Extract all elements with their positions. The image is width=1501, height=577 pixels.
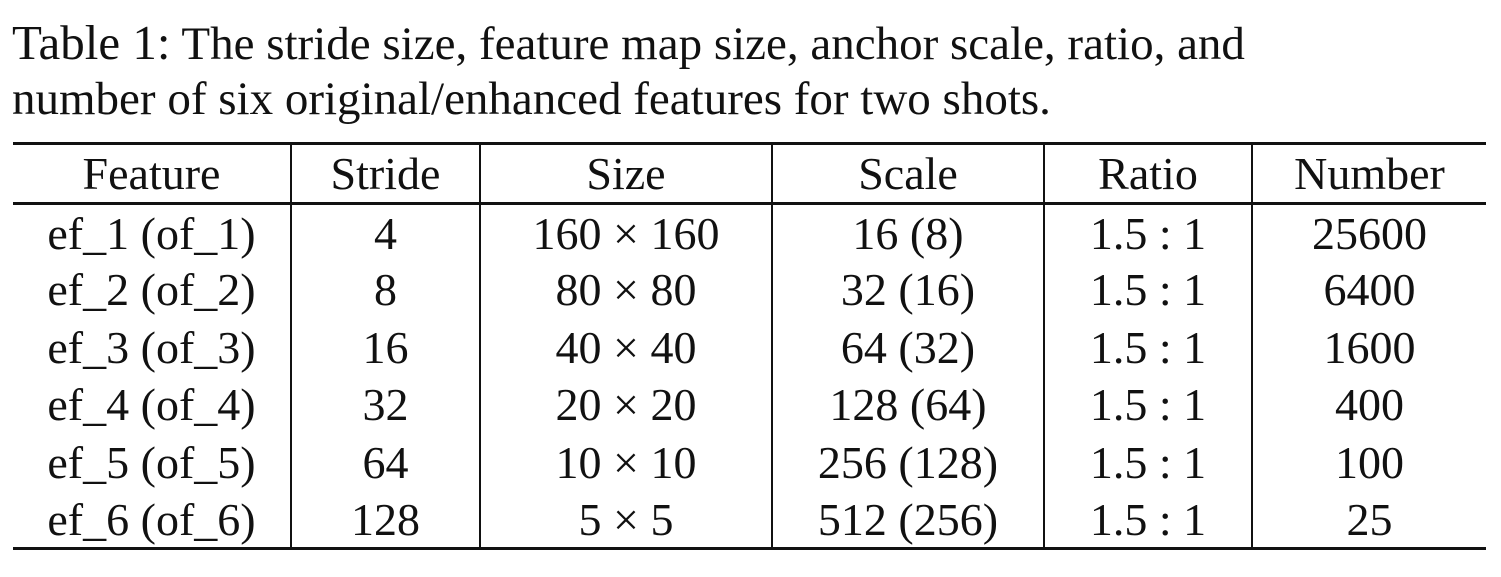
cell-feature: ef_5 (of_5) [47,436,256,488]
cell-scale: 32 (16) [771,261,1044,319]
table-row: ef_6 (of_6) 128 5 × 5 512 (256) 1.5 : 1 … [13,491,1486,549]
cell-number: 6400 [1251,261,1486,319]
cell-number: 25600 [1251,203,1486,261]
header-scale: Scale [771,143,1044,204]
header-size: Size [479,143,772,204]
header-stride: Stride [290,143,480,204]
cell-size: 20 × 20 [479,376,772,434]
table-row: ef_1 (of_1) 4 160 × 160 16 (8) 1.5 : 1 2… [13,203,1486,261]
cell-number: 400 [1251,376,1486,434]
cell-stride: 32 [290,376,480,434]
cell-size: 160 × 160 [479,203,772,261]
caption-text-line-2: number of six original/enhanced features… [12,73,1051,125]
cell-stride: 16 [290,318,480,376]
table-header-row: Feature Stride Size Scale Ratio Number [13,143,1486,204]
cell-stride: 128 [290,491,480,549]
table-row: ef_4 (of_4) 32 20 × 20 128 (64) 1.5 : 1 … [13,376,1486,434]
cell-ratio: 1.5 : 1 [1043,318,1252,376]
cell-feature: ef_3 (of_3) [47,321,256,373]
cell-scale: 128 (64) [771,376,1044,434]
table-caption: Table 1: The stride size, feature map si… [12,14,1492,128]
header-number: Number [1251,143,1486,204]
table-row: ef_3 (of_3) 16 40 × 40 64 (32) 1.5 : 1 1… [13,318,1486,376]
cell-number: 1600 [1251,318,1486,376]
cell-size: 80 × 80 [479,261,772,319]
table-row: ef_2 (of_2) 8 80 × 80 32 (16) 1.5 : 1 64… [13,261,1486,319]
cell-scale: 256 (128) [771,433,1044,491]
cell-stride: 4 [290,203,480,261]
cell-ratio: 1.5 : 1 [1043,261,1252,319]
cell-size: 10 × 10 [479,433,772,491]
cell-scale: 16 (8) [771,203,1044,261]
cell-number: 100 [1251,433,1486,491]
header-ratio: Ratio [1043,143,1252,204]
cell-stride: 64 [290,433,480,491]
cell-size: 5 × 5 [479,491,772,549]
cell-ratio: 1.5 : 1 [1043,376,1252,434]
cell-ratio: 1.5 : 1 [1043,491,1252,549]
table-row: ef_5 (of_5) 64 10 × 10 256 (128) 1.5 : 1… [13,433,1486,491]
cell-stride: 8 [290,261,480,319]
cell-ratio: 1.5 : 1 [1043,433,1252,491]
caption-label: Table 1: [12,15,171,70]
cell-size: 40 × 40 [479,318,772,376]
caption-text-line-1: The stride size, feature map size, ancho… [181,18,1245,70]
header-feature: Feature [82,148,221,199]
cell-feature: ef_6 (of_6) [47,493,256,545]
cell-feature: ef_2 (of_2) [47,264,256,316]
cell-ratio: 1.5 : 1 [1043,203,1252,261]
feature-table: Feature Stride Size Scale Ratio Number e… [13,142,1486,550]
cell-scale: 64 (32) [771,318,1044,376]
cell-number: 25 [1251,491,1486,549]
cell-feature: ef_4 (of_4) [47,379,256,431]
cell-feature: ef_1 (of_1) [47,207,256,259]
cell-scale: 512 (256) [771,491,1044,549]
